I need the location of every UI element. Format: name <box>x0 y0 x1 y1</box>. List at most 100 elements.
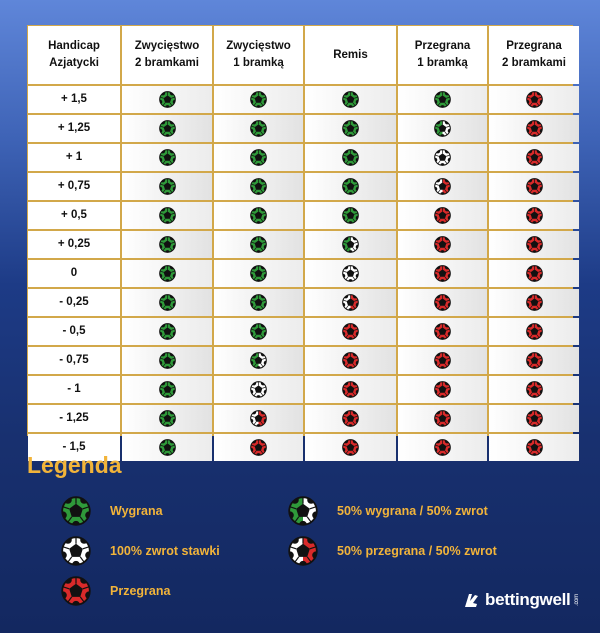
ball-loss-icon <box>434 410 451 427</box>
row-label: - 1,5 <box>28 434 120 461</box>
table-cell <box>214 260 303 287</box>
ball-win-icon <box>342 91 359 108</box>
ball-refund-icon <box>434 149 451 166</box>
table-cell <box>305 173 396 200</box>
row-label: 0 <box>28 260 120 287</box>
ball-win-icon <box>158 265 176 282</box>
table-cell <box>305 144 396 171</box>
header-loss-by-1: Przegrana 1 bramką <box>398 26 487 84</box>
ball-win-icon <box>342 149 359 166</box>
ball-loss-icon <box>434 323 451 340</box>
ball-win-icon <box>342 178 359 195</box>
ball-win-icon <box>342 207 359 224</box>
row-label: + 1,25 <box>28 115 120 142</box>
legend-label-refund: 100% zwrot stawki <box>110 544 220 558</box>
ball-refund-icon <box>250 381 267 398</box>
table-cell <box>489 260 579 287</box>
table-cell <box>122 318 212 345</box>
ball-halfloss-icon <box>342 294 359 311</box>
ball-loss-icon <box>434 381 451 398</box>
table-cell <box>305 405 396 432</box>
ball-loss-icon <box>525 178 543 195</box>
table-cell <box>398 202 487 229</box>
ball-win-icon <box>158 120 176 137</box>
table-cell <box>122 260 212 287</box>
ball-loss-icon <box>342 410 359 427</box>
row-label: + 0,75 <box>28 173 120 200</box>
table-cell <box>398 289 487 316</box>
ball-win-icon <box>61 496 91 526</box>
row-label: + 0,25 <box>28 231 120 258</box>
ball-loss-icon <box>61 576 91 606</box>
ball-win-icon <box>250 323 267 340</box>
ball-win-icon <box>158 439 176 456</box>
table-cell <box>305 231 396 258</box>
table-cell <box>214 202 303 229</box>
row-label: - 1,25 <box>28 405 120 432</box>
ball-loss-icon <box>525 149 543 166</box>
table-cell <box>214 318 303 345</box>
table-cell <box>398 144 487 171</box>
table-cell <box>214 144 303 171</box>
row-label: + 1,5 <box>28 86 120 113</box>
ball-win-icon <box>250 207 267 224</box>
row-label: + 0,5 <box>28 202 120 229</box>
table-cell <box>122 86 212 113</box>
row-label: - 0,5 <box>28 318 120 345</box>
ball-win-icon <box>342 120 359 137</box>
ball-loss-icon <box>342 439 359 456</box>
table-cell <box>214 434 303 461</box>
ball-win-icon <box>158 294 176 311</box>
ball-win-icon <box>158 149 176 166</box>
ball-loss-icon <box>525 410 543 427</box>
ball-win-icon <box>250 265 267 282</box>
ball-halfwin-icon <box>342 236 359 253</box>
ball-loss-icon <box>342 381 359 398</box>
ball-win-icon <box>158 410 176 427</box>
ball-refund-icon <box>61 536 91 566</box>
header-win-by-2: Zwycięstwo 2 bramkami <box>122 26 212 84</box>
brand-logo: bettingwell .com <box>462 590 583 610</box>
legend-label-halfwin: 50% wygrana / 50% zwrot <box>337 504 488 518</box>
row-label: - 0,25 <box>28 289 120 316</box>
ball-refund-icon <box>342 265 359 282</box>
asian-handicap-table: Handicap Azjatycki Zwycięstwo 2 bramkami Z… <box>27 25 579 461</box>
ball-win-icon <box>434 91 451 108</box>
header-handicap: Handicap Azjatycki <box>28 26 120 84</box>
ball-win-icon <box>158 381 176 398</box>
ball-loss-icon <box>525 91 543 108</box>
table-cell <box>489 202 579 229</box>
ball-loss-icon <box>342 352 359 369</box>
table-cell <box>489 405 579 432</box>
table-cell <box>122 231 212 258</box>
legend-title: Legenda <box>27 452 122 478</box>
table-cell <box>122 434 212 461</box>
table-cell <box>122 289 212 316</box>
table-cell <box>489 144 579 171</box>
table-cell <box>489 86 579 113</box>
ball-loss-icon <box>525 207 543 224</box>
ball-loss-icon <box>342 323 359 340</box>
ball-loss-icon <box>525 120 543 137</box>
table-cell <box>214 115 303 142</box>
ball-loss-icon <box>434 439 451 456</box>
ball-halfwin-icon <box>250 352 267 369</box>
table-cell <box>214 86 303 113</box>
ball-win-icon <box>158 91 176 108</box>
ball-loss-icon <box>434 265 451 282</box>
ball-halfloss-icon <box>434 178 451 195</box>
legend-item-refund: 100% zwrot stawki <box>61 536 220 566</box>
table-cell <box>489 289 579 316</box>
ball-loss-icon <box>525 381 543 398</box>
table-cell <box>398 376 487 403</box>
table-cell <box>489 173 579 200</box>
table-cell <box>305 347 396 374</box>
table-cell <box>214 347 303 374</box>
table-cell <box>489 434 579 461</box>
table-cell <box>489 115 579 142</box>
ball-loss-icon <box>525 352 543 369</box>
ball-win-icon <box>250 91 267 108</box>
table-cell <box>305 260 396 287</box>
brand-suffix: .com <box>574 594 581 606</box>
